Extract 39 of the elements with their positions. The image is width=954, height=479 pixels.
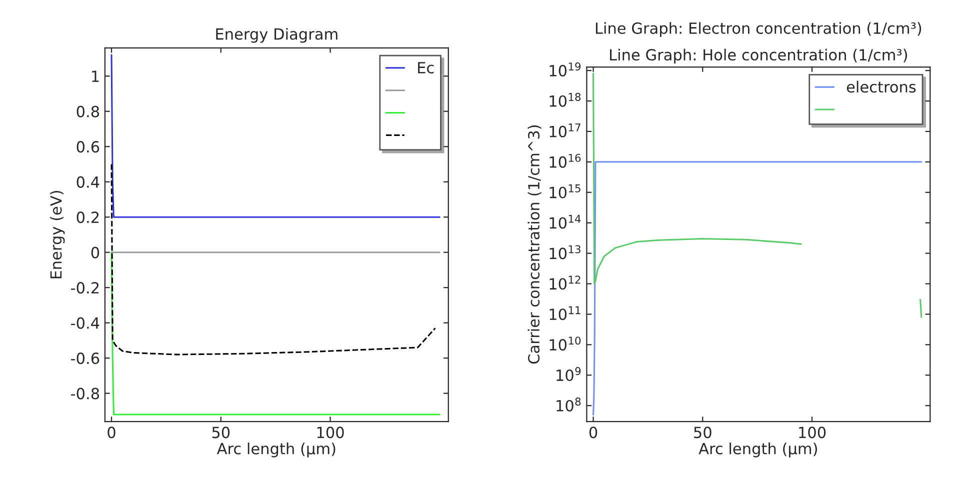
y-tick-label: 10$^{16}$	[550, 154, 581, 168]
x-tick-label: 0	[589, 426, 598, 438]
line-series	[592, 161, 922, 416]
y-tick-label: 10$^{13}$	[550, 245, 580, 260]
legend-label: Ec	[418, 62, 434, 74]
x-axis-title: Arc length (µm)	[216, 442, 336, 458]
y-tick-label: 10$^{11}$	[550, 306, 580, 320]
y-tick-label: 10$^{10}$	[550, 336, 581, 351]
y-tick-label: 0.6	[76, 141, 100, 153]
x-tick-label: 50	[694, 426, 712, 438]
y-tick-label: -0.8	[71, 388, 100, 400]
line-series	[110, 163, 436, 356]
y-tick-label: 10$^{19}$	[550, 62, 581, 76]
x-tick-label: 100	[317, 426, 344, 438]
y-tick-label: 10$^{18}$	[550, 92, 581, 107]
y-tick-label: 0	[91, 246, 100, 258]
chart-subtitle: Line Graph: Hole concentration (1/cm³)	[610, 48, 907, 64]
y-tick-label: 10$^{9}$	[556, 367, 581, 382]
x-tick-label: 0	[108, 426, 116, 438]
chart-title: Energy Diagram	[216, 28, 338, 43]
y-tick-label: -0.2	[71, 282, 99, 294]
y-tick-label: 10$^{15}$	[550, 184, 580, 198]
x-tick-label: 50	[212, 426, 230, 438]
y-tick-label: 0.8	[76, 106, 100, 118]
y-tick-label: -0.4	[71, 317, 100, 329]
x-tick-label: 100	[799, 426, 826, 438]
y-tick-label: 10$^{14}$	[550, 214, 581, 229]
y-tick-label: 1	[92, 70, 99, 82]
y-tick-label: 10$^{17}$	[550, 124, 580, 138]
y-tick-label: 0.4	[76, 176, 100, 188]
legend-label: electrons	[846, 80, 916, 93]
y-tick-label: 10$^{12}$	[550, 276, 580, 290]
y-tick-label: 10$^{8}$	[556, 397, 581, 412]
x-axis-title: Arc length (µm)	[698, 442, 817, 458]
y-tick-label: 0.2	[76, 212, 99, 224]
y-axis-title: Carrier concentration (1/cm^3)	[528, 125, 542, 364]
y-axis-title: Energy (eV)	[50, 190, 65, 278]
y-tick-label: -0.6	[71, 352, 100, 364]
chart-title: Line Graph: Electron concentration (1/cm³)	[596, 22, 922, 37]
